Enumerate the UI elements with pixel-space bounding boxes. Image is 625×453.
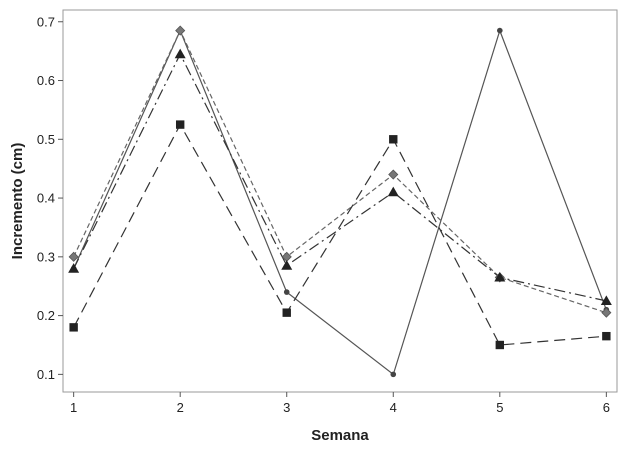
series-1-point [390,371,397,378]
y-axis: 0.1 0.2 0.3 0.4 0.5 0.6 0.7 [37,14,63,382]
y-axis-title: Incremento (cm) [9,143,26,260]
series-1-point [497,27,503,34]
y-tick-label: 0.6 [37,73,55,88]
series-3-point [281,260,293,270]
series-4-line [73,123,607,346]
y-tick-label: 0.3 [37,249,55,264]
series-markers [68,25,612,378]
series-3-point [68,263,80,273]
series-3-point [387,186,399,197]
series-1-line [73,28,607,376]
series-2-point [175,25,186,36]
y-tick-label: 0.5 [37,132,55,147]
x-tick-label: 6 [603,400,610,415]
series-4-point [69,323,78,332]
y-tick-label: 0.1 [37,367,55,382]
series-4-point [175,120,185,129]
series-3-point [494,271,506,282]
x-tick-label: 4 [390,400,397,415]
y-tick-label: 0.7 [37,14,55,29]
x-tick-label: 3 [283,400,290,415]
y-tick-label: 0.4 [37,191,55,206]
series-2-line [73,29,607,314]
x-tick-label: 5 [496,400,503,415]
series-1-point [283,289,290,295]
series-4-point [282,308,291,317]
series-3-point [174,48,186,59]
x-axis-title: Semana [311,427,369,444]
x-axis: 1 2 3 4 5 6 [70,392,610,415]
y-tick-label: 0.2 [37,308,55,323]
x-tick-label: 2 [177,400,184,415]
series-2-point [601,307,612,318]
series-4-point [495,340,505,350]
series-2-point [68,251,79,262]
series-4-point [389,135,398,144]
series-3-point [600,295,612,306]
series-2-point [388,169,399,180]
series-4-point [602,331,611,341]
series-lines [73,28,607,376]
plot-area [62,9,618,393]
series-3-line [73,52,607,302]
x-tick-label: 1 [70,400,77,415]
